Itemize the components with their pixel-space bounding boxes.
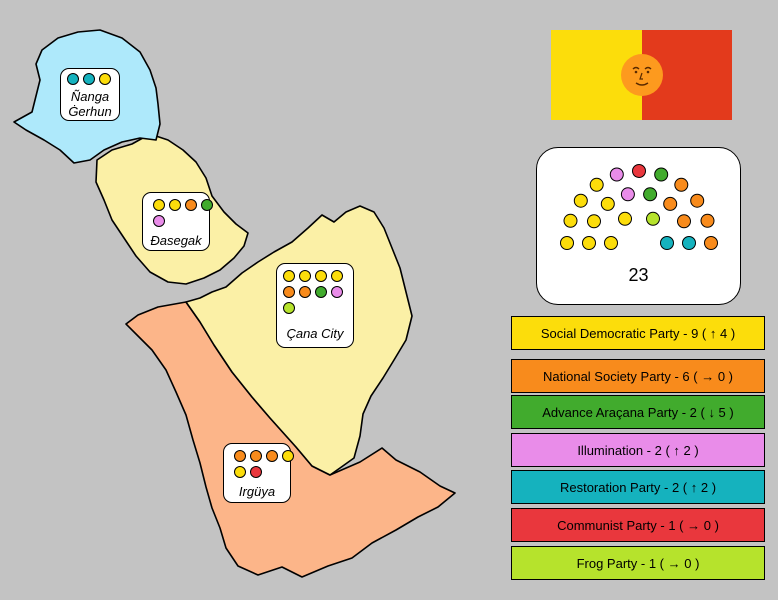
- parliament-seat: [573, 193, 588, 208]
- parliament-seat: [663, 196, 678, 211]
- legend-label: Advance Araçana Party - 2 ( ↓ 5 ): [542, 404, 734, 420]
- seat-dot: [67, 73, 79, 85]
- parliament-seat: [682, 236, 696, 250]
- seat-dot: [266, 450, 278, 462]
- parliament-seat: [618, 211, 632, 226]
- seat-dot: [283, 270, 295, 282]
- parliament-seat: [646, 211, 660, 226]
- legend-item-advance-aracana: Advance Araçana Party - 2 ( ↓ 5 ): [511, 395, 765, 429]
- seat-dot: [185, 199, 197, 211]
- legend-label: Communist Party - 1 ( → 0 ): [557, 517, 719, 533]
- parliament-seat: [604, 236, 618, 250]
- parliament-seat: [587, 214, 601, 229]
- region-label-dasegak: Ɖasegak: [143, 233, 209, 248]
- region-label-line: Irgüya: [238, 484, 276, 499]
- region-box-nanga-gerhun: Ñanga Ġerhun: [60, 68, 120, 121]
- legend-item-social-democratic: Social Democratic Party - 9 ( ↑ 4 ): [511, 316, 765, 350]
- parliament-seat: [677, 214, 691, 229]
- parliament-seat: [660, 236, 674, 250]
- seat-dot: [169, 199, 181, 211]
- seat-dot: [234, 466, 246, 478]
- seat-dot: [201, 199, 213, 211]
- seat-dot: [83, 73, 95, 85]
- parliament-diagram: 23: [536, 147, 741, 305]
- sun-face-icon: [621, 54, 663, 96]
- region-box-irguya: Irgüya: [223, 443, 294, 503]
- seat-dot: [299, 286, 311, 298]
- seat-dot: [315, 270, 327, 282]
- parliament-seat: [632, 164, 646, 178]
- seat-dot: [315, 286, 327, 298]
- parliament-seat: [609, 167, 624, 182]
- parliament-seat: [582, 236, 596, 250]
- legend-label: Social Democratic Party - 9 ( ↑ 4 ): [540, 325, 736, 341]
- seat-dot: [250, 450, 262, 462]
- seat-dot: [299, 270, 311, 282]
- parliament-seat: [643, 187, 658, 202]
- region-box-dasegak: Ɖasegak: [142, 192, 213, 251]
- legend-label: Restoration Party - 2 ( ↑ 2 ): [559, 479, 717, 495]
- total-seats: 23: [628, 265, 649, 285]
- legend-label: National Society Party - 6 ( → 0 ): [542, 368, 733, 384]
- parliament-seat: [600, 196, 615, 211]
- parliament-seat: [654, 167, 669, 182]
- region-label-line: Ɖasegak: [150, 233, 202, 248]
- parliament-seat: [620, 187, 635, 202]
- legend-item-illumination: Illumination - 2 ( ↑ 2 ): [511, 433, 765, 467]
- seat-dot: [234, 450, 246, 462]
- region-label-irguya: Irgüya: [224, 484, 290, 499]
- seat-dot: [331, 270, 343, 282]
- seat-dot: [153, 199, 165, 211]
- seat-dot: [331, 286, 343, 298]
- legend-label: Illumination - 2 ( ↑ 2 ): [577, 442, 699, 458]
- region-label-line: Ġerhun: [68, 104, 112, 119]
- national-flag: [551, 30, 732, 120]
- hemicycle-seats: [560, 164, 718, 250]
- region-label-nanga-gerhun: Ñanga Ġerhun: [61, 89, 119, 119]
- parliament-seat: [690, 193, 705, 208]
- seat-dot: [282, 450, 294, 462]
- parliament-seat: [563, 213, 578, 228]
- region-label-line: Çana City: [286, 326, 344, 341]
- seat-dot: [99, 73, 111, 85]
- parliament-seat: [700, 213, 715, 228]
- legend-item-restoration: Restoration Party - 2 ( ↑ 2 ): [511, 470, 765, 504]
- legend-item-communist: Communist Party - 1 ( → 0 ): [511, 508, 765, 542]
- parliament-seat: [589, 177, 604, 192]
- legend-item-frog: Frog Party - 1 ( → 0 ): [511, 546, 765, 580]
- region-label-line: Ñanga: [70, 89, 110, 104]
- seat-dot: [153, 215, 165, 227]
- region-label-cana-city: Çana City: [277, 326, 353, 341]
- region-box-cana-city: Çana City: [276, 263, 354, 348]
- legend-label: Frog Party - 1 ( → 0 ): [576, 555, 700, 571]
- parliament-seat: [704, 236, 718, 250]
- seat-dot: [283, 286, 295, 298]
- parliament-seat: [560, 236, 574, 250]
- legend-item-national-society: National Society Party - 6 ( → 0 ): [511, 359, 765, 393]
- parliament-seat: [674, 177, 689, 192]
- seat-dot: [283, 302, 295, 314]
- seat-dot: [250, 466, 262, 478]
